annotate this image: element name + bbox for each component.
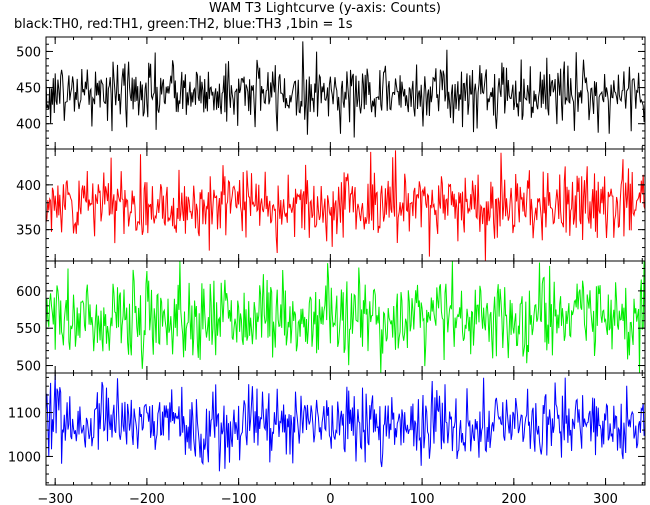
- y-tick-label: 1100: [8, 407, 41, 422]
- y-tick-label: 450: [16, 82, 41, 97]
- panel-frame-th3: [45, 372, 646, 486]
- x-tick-label: −100: [221, 492, 257, 505]
- y-tick-label: 500: [16, 45, 41, 60]
- chart-title: WAM T3 Lightcurve (y-axis: Counts): [209, 1, 441, 16]
- chart-subtitle: black:TH0, red:TH1, green:TH2, blue:TH3 …: [14, 17, 353, 32]
- x-tick-label: 200: [501, 492, 526, 505]
- y-tick-label: 400: [16, 118, 41, 133]
- y-tick-label: 350: [16, 224, 41, 239]
- series-th3: [45, 374, 646, 472]
- y-tick-label: 550: [16, 322, 41, 337]
- series-th2: [45, 260, 646, 374]
- series-th0: [45, 41, 646, 138]
- y-tick-label: 600: [16, 285, 41, 300]
- x-tick-label: 300: [593, 492, 618, 505]
- x-tick-label: −300: [37, 492, 73, 505]
- x-tick-label: 100: [410, 492, 435, 505]
- x-tick-label: −200: [129, 492, 165, 505]
- series-th1: [45, 150, 646, 262]
- y-tick-label: 1000: [8, 450, 41, 465]
- x-tick-label: 0: [326, 492, 334, 505]
- y-tick-label: 500: [16, 360, 41, 375]
- y-tick-label: 400: [16, 179, 41, 194]
